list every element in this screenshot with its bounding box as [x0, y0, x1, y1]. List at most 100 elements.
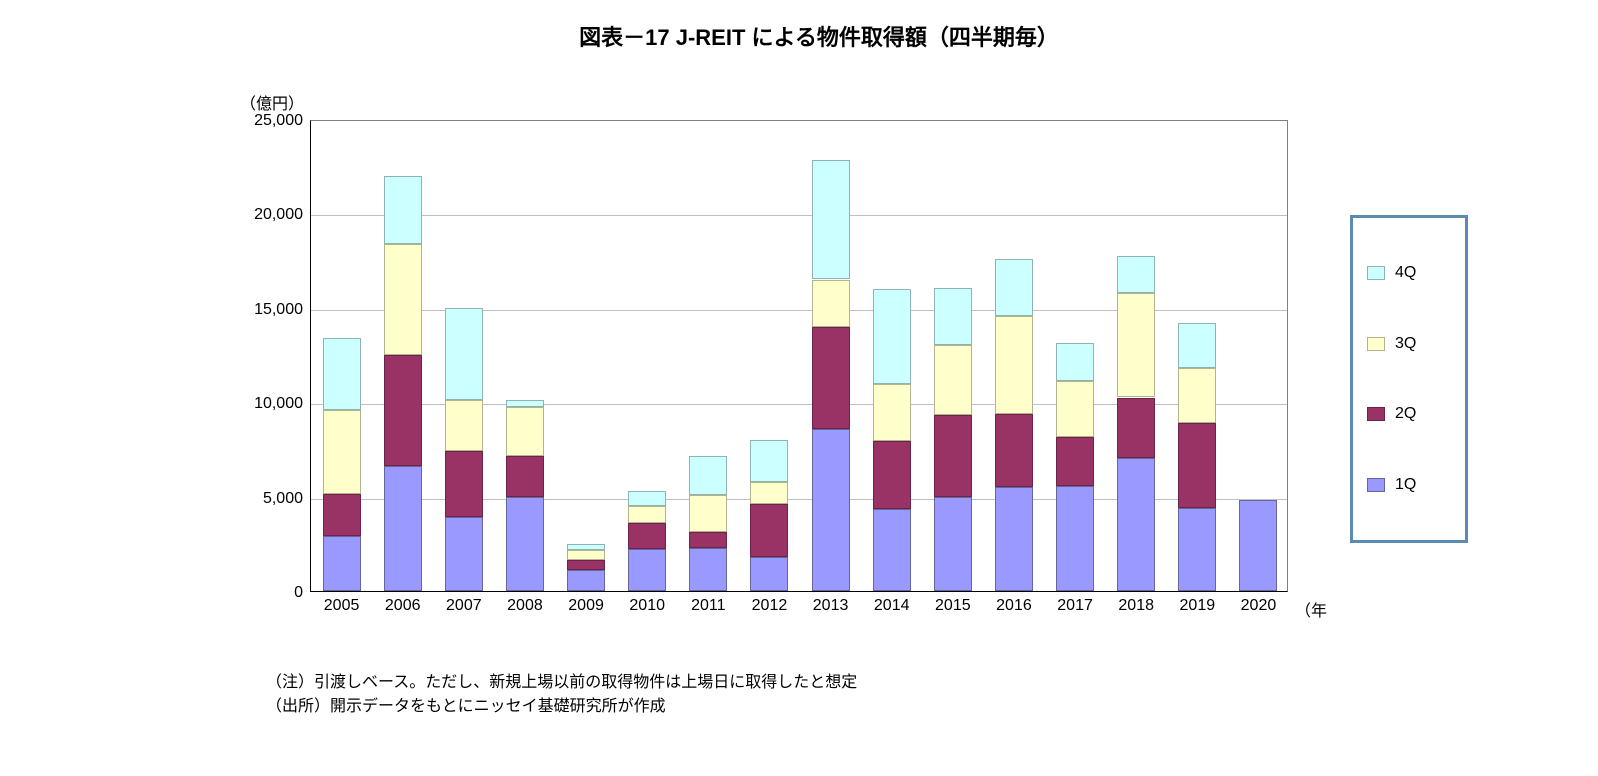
- bar-group: [567, 119, 605, 591]
- bar-group: [873, 119, 911, 591]
- bar-segment-1Q: [1056, 486, 1094, 591]
- x-tick-label: 2012: [752, 591, 788, 615]
- bar-segment-4Q: [384, 176, 422, 244]
- bar-segment-2Q: [1056, 437, 1094, 486]
- legend-label: 3Q: [1395, 335, 1416, 353]
- bar-group: [812, 119, 850, 591]
- bar-segment-3Q: [567, 550, 605, 559]
- bar-segment-4Q: [873, 289, 911, 384]
- bar-segment-2Q: [1178, 423, 1216, 508]
- x-tick-label: 2006: [385, 591, 421, 615]
- bar-segment-4Q: [750, 440, 788, 482]
- bar-segment-1Q: [445, 517, 483, 591]
- bar-segment-4Q: [812, 160, 850, 280]
- x-tick-label: 2007: [446, 591, 482, 615]
- bar-group: [1056, 119, 1094, 591]
- legend-swatch: [1367, 266, 1385, 280]
- legend-item-3Q: 3Q: [1367, 335, 1451, 353]
- legend-item-1Q: 1Q: [1367, 476, 1451, 494]
- bar-segment-2Q: [506, 456, 544, 497]
- x-tick-label: 2017: [1057, 591, 1093, 615]
- bar-segment-4Q: [1056, 343, 1094, 381]
- bar-group: [323, 119, 361, 591]
- legend-label: 2Q: [1395, 405, 1416, 423]
- bar-segment-4Q: [628, 491, 666, 506]
- legend-item-2Q: 2Q: [1367, 405, 1451, 423]
- bar-segment-3Q: [384, 244, 422, 355]
- bar-group: [506, 119, 544, 591]
- bar-group: [445, 119, 483, 591]
- bar-segment-4Q: [567, 544, 605, 551]
- bar-group: [934, 119, 972, 591]
- bar-segment-1Q: [1117, 458, 1155, 591]
- bar-segment-3Q: [506, 407, 544, 456]
- y-axis-unit-label: （億円）: [240, 90, 304, 114]
- y-tick-label: 0: [294, 584, 311, 602]
- bar-segment-2Q: [873, 441, 911, 509]
- bar-segment-1Q: [506, 497, 544, 591]
- bar-segment-2Q: [750, 504, 788, 557]
- bar-segment-1Q: [323, 536, 361, 591]
- x-tick-label: 2009: [568, 591, 604, 615]
- chart-wrapper: 図表－17 J-REIT による物件取得額（四半期毎） （億円） 05,0001…: [20, 20, 1598, 756]
- bar-group: [689, 119, 727, 591]
- bar-group: [384, 119, 422, 591]
- bar-group: [1239, 119, 1277, 591]
- bar-group: [750, 119, 788, 591]
- bar-group: [628, 119, 666, 591]
- bar-group: [995, 119, 1033, 591]
- legend-item-4Q: 4Q: [1367, 264, 1451, 282]
- bar-segment-2Q: [812, 327, 850, 429]
- legend-swatch: [1367, 478, 1385, 492]
- bar-segment-2Q: [628, 523, 666, 548]
- bar-group: [1117, 119, 1155, 591]
- bar-segment-2Q: [384, 355, 422, 466]
- bar-segment-3Q: [689, 495, 727, 533]
- x-tick-label: 2015: [935, 591, 971, 615]
- x-tick-label: 2019: [1180, 591, 1216, 615]
- x-tick-label: 2013: [813, 591, 849, 615]
- legend-label: 1Q: [1395, 476, 1416, 494]
- footnote-line: （出所）開示データをもとにニッセイ基礎研究所が作成: [266, 692, 857, 716]
- bar-segment-3Q: [995, 316, 1033, 413]
- bar-segment-2Q: [1117, 398, 1155, 458]
- legend-label: 4Q: [1395, 264, 1416, 282]
- bar-segment-1Q: [1178, 508, 1216, 591]
- bar-segment-1Q: [934, 497, 972, 591]
- chart-footnotes: （注）引渡しベース。ただし、新規上場以前の取得物件は上場日に取得したと想定（出所…: [266, 668, 857, 716]
- bar-segment-1Q: [873, 509, 911, 591]
- x-tick-label: 2014: [874, 591, 910, 615]
- bar-segment-2Q: [567, 560, 605, 570]
- y-tick-label: 15,000: [254, 301, 311, 319]
- bar-segment-3Q: [628, 506, 666, 523]
- y-tick-label: 25,000: [254, 112, 311, 130]
- bar-group: [1178, 119, 1216, 591]
- bar-segment-3Q: [873, 384, 911, 441]
- bar-segment-2Q: [445, 451, 483, 517]
- y-tick-label: 10,000: [254, 395, 311, 413]
- bar-segment-4Q: [1117, 256, 1155, 293]
- bar-segment-4Q: [506, 400, 544, 407]
- legend-swatch: [1367, 337, 1385, 351]
- x-tick-label: 2010: [629, 591, 665, 615]
- bar-segment-4Q: [445, 308, 483, 401]
- plot-area: 05,00010,00015,00020,00025,0002005200620…: [310, 120, 1288, 592]
- bar-segment-3Q: [1056, 381, 1094, 438]
- bar-segment-4Q: [323, 338, 361, 410]
- bar-segment-3Q: [750, 482, 788, 505]
- bar-segment-4Q: [1178, 323, 1216, 368]
- bar-segment-4Q: [995, 259, 1033, 317]
- bar-segment-2Q: [934, 415, 972, 496]
- legend-box: 4Q 3Q 2Q 1Q: [1350, 215, 1468, 543]
- x-tick-label: 2018: [1118, 591, 1154, 615]
- y-tick-label: 5,000: [263, 490, 311, 508]
- x-tick-label: 2020: [1241, 591, 1277, 615]
- bar-segment-1Q: [750, 557, 788, 591]
- bar-segment-4Q: [689, 456, 727, 495]
- footnote-line: （注）引渡しベース。ただし、新規上場以前の取得物件は上場日に取得したと想定: [266, 668, 857, 692]
- bar-segment-3Q: [934, 345, 972, 416]
- bar-segment-1Q: [689, 548, 727, 591]
- y-tick-label: 20,000: [254, 206, 311, 224]
- chart-title: 図表－17 J-REIT による物件取得額（四半期毎）: [20, 20, 1598, 52]
- bar-segment-3Q: [812, 280, 850, 327]
